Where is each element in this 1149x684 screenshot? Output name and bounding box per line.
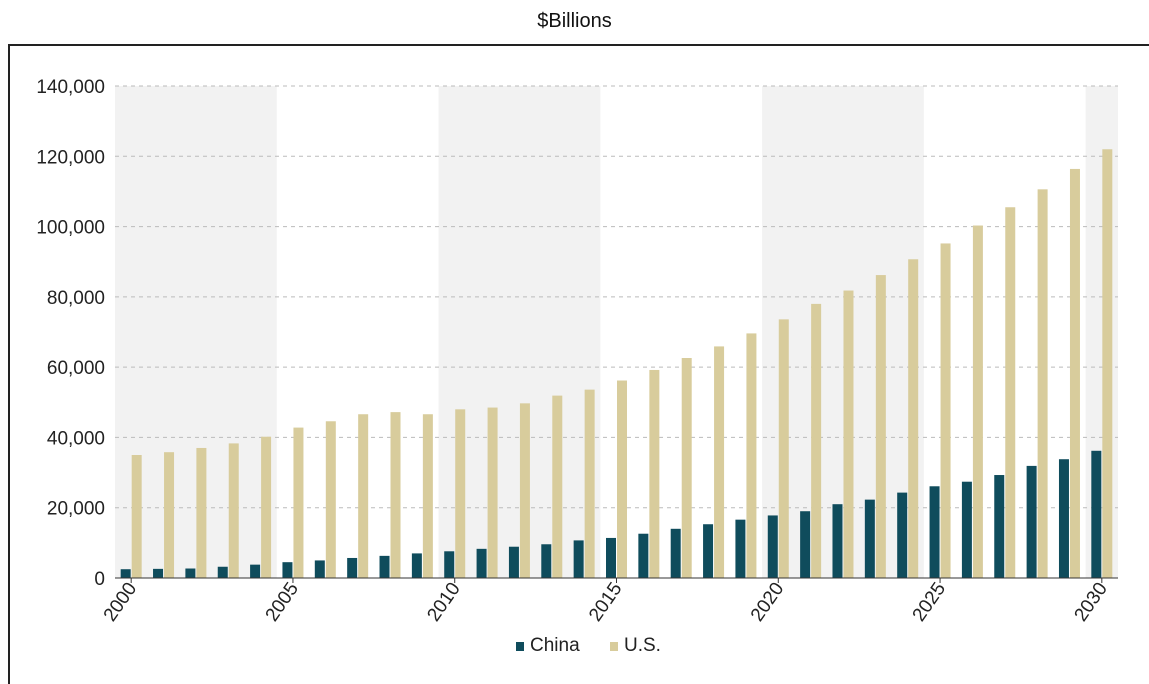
bar-china — [153, 568, 164, 578]
y-tick-label: 20,000 — [47, 499, 105, 520]
bar-us — [811, 303, 822, 578]
bar-china — [929, 486, 940, 578]
bar-china — [217, 566, 228, 578]
unit-label: $Billions — [537, 10, 612, 32]
bar-us — [293, 427, 304, 578]
bar-china — [185, 568, 196, 578]
x-tick-label: 2030 — [1070, 579, 1111, 626]
x-tick-label: 2005 — [262, 579, 303, 626]
bar-us — [746, 333, 757, 578]
bar-china — [411, 553, 422, 578]
bar-us — [487, 407, 498, 578]
bar-china — [864, 499, 875, 578]
bar-us — [972, 225, 983, 578]
background-band — [762, 86, 924, 578]
bars — [120, 149, 1113, 579]
bar-china — [508, 546, 519, 578]
bar-us — [131, 455, 142, 578]
bar-us — [358, 414, 369, 578]
bar-china — [120, 569, 131, 578]
bar-us — [390, 412, 401, 578]
bar-china — [638, 533, 649, 578]
bar-us — [1037, 189, 1048, 578]
y-tick-label: 40,000 — [47, 428, 105, 449]
bar-us — [519, 403, 530, 578]
bar-china — [282, 562, 293, 578]
bar-china — [347, 557, 358, 578]
bar-china — [1058, 459, 1069, 578]
bar-us — [1069, 168, 1080, 579]
bar-china — [961, 481, 972, 578]
bar-us — [649, 369, 660, 578]
bar-china — [994, 475, 1005, 578]
bar-china — [670, 528, 681, 578]
bar-us — [325, 421, 336, 578]
bar-china — [832, 504, 843, 578]
bar-china — [767, 515, 778, 578]
bar-us — [875, 275, 886, 578]
bar-us — [714, 346, 725, 578]
bar-us — [552, 395, 563, 578]
bar-china — [703, 524, 714, 578]
bar-china — [314, 560, 325, 578]
bar-us — [617, 380, 627, 578]
bar-china — [379, 555, 390, 578]
legend-label: China — [530, 635, 580, 656]
bar-us — [1102, 149, 1113, 578]
bar-us — [940, 243, 951, 578]
bar-us — [422, 414, 433, 578]
y-tick-label: 0 — [94, 569, 105, 590]
x-tick-label: 2000 — [100, 579, 141, 626]
legend: China U.S. — [516, 635, 661, 656]
bar-us — [164, 452, 175, 578]
bar-china — [1091, 450, 1102, 578]
y-tick-label: 80,000 — [47, 288, 105, 309]
bar-china — [606, 537, 616, 578]
x-tick-label: 2025 — [909, 579, 950, 626]
bar-china — [541, 544, 552, 578]
bar-us — [681, 358, 692, 578]
bar-china — [1026, 465, 1037, 578]
y-tick-label: 100,000 — [36, 218, 105, 239]
background-band — [438, 86, 601, 578]
bar-us — [228, 443, 239, 578]
bar-china — [897, 492, 908, 578]
x-tick-label: 2015 — [585, 579, 626, 626]
bar-us — [1005, 207, 1016, 578]
bar-china — [735, 519, 746, 578]
legend-swatch — [610, 642, 618, 651]
x-tick-label: 2020 — [747, 579, 788, 626]
background-band — [1085, 86, 1118, 578]
bar-us — [261, 436, 272, 578]
grid-lines — [115, 85, 1118, 509]
bar-us — [196, 447, 207, 578]
bar-us — [778, 319, 789, 578]
bar-us — [908, 259, 919, 578]
legend-swatch — [516, 642, 524, 651]
bar-us — [584, 389, 595, 578]
background-band — [115, 86, 277, 578]
bar-us — [843, 290, 854, 578]
chart-frame — [8, 44, 1149, 684]
y-tick-label: 120,000 — [36, 147, 105, 168]
bar-china — [444, 551, 455, 578]
legend-label: U.S. — [624, 635, 661, 656]
y-tick-label: 140,000 — [36, 77, 105, 98]
bar-china — [250, 564, 261, 578]
bar-us — [455, 409, 466, 578]
x-tick-label: 2010 — [423, 579, 464, 626]
bar-china — [476, 548, 487, 578]
bar-china — [573, 540, 584, 578]
x-axis: 2000 2005 2010 2015 2020 2025 2030 — [100, 577, 1118, 626]
background-bands — [115, 86, 1118, 578]
bar-china — [800, 511, 811, 578]
y-tick-label: 60,000 — [47, 358, 105, 379]
y-axis: 0 20,000 40,000 60,000 80,000 100,000 120,000 1… — [36, 77, 105, 590]
